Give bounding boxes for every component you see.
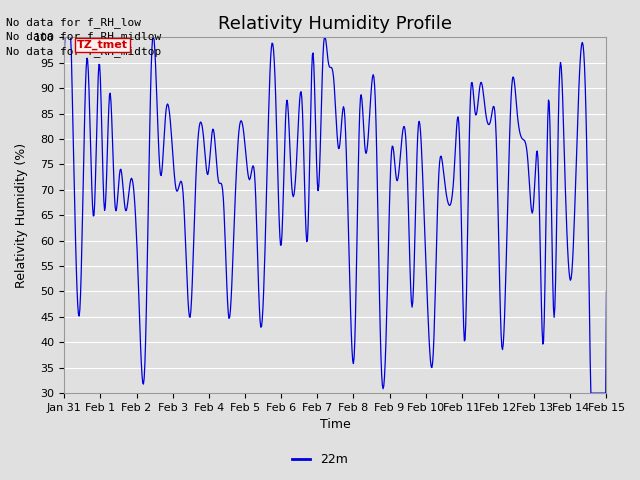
Y-axis label: Relativity Humidity (%): Relativity Humidity (%) bbox=[15, 143, 28, 288]
Legend: 22m: 22m bbox=[287, 448, 353, 471]
Text: TZ_tmet: TZ_tmet bbox=[77, 40, 128, 50]
Text: No data for f_RH_low: No data for f_RH_low bbox=[6, 17, 141, 28]
Title: Relativity Humidity Profile: Relativity Humidity Profile bbox=[218, 15, 452, 33]
X-axis label: Time: Time bbox=[320, 419, 351, 432]
Text: No data for f_RH_midtop: No data for f_RH_midtop bbox=[6, 46, 162, 57]
Text: No data for f_RH_midlow: No data for f_RH_midlow bbox=[6, 31, 162, 42]
